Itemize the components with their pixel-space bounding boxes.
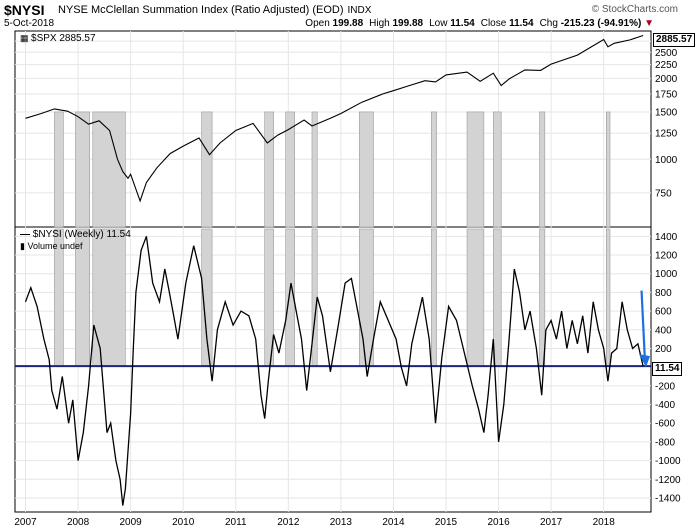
nysi-y-tick-label: -200 [655, 381, 675, 392]
nysi-y-tick-label: 1000 [655, 269, 678, 280]
chg-label: Chg [539, 18, 558, 29]
x-tick-label: 2017 [540, 517, 563, 528]
open-value: 199.88 [332, 18, 364, 29]
down-arrow-icon [640, 290, 647, 363]
high-value: 199.88 [392, 18, 424, 29]
shaded-band-spx [606, 111, 611, 228]
nysi-last-value-tag: 11.54 [652, 362, 683, 376]
spx-y-tick-label: 2000 [655, 74, 678, 85]
spx-line [25, 34, 644, 203]
shaded-band-nysi [311, 228, 318, 367]
low-value: 11.54 [450, 18, 475, 29]
shaded-band-spx [430, 111, 437, 228]
shaded-band-spx [493, 111, 502, 228]
x-tick-label: 2018 [593, 517, 616, 528]
high-label: High [369, 18, 390, 29]
shaded-band-spx [285, 111, 295, 228]
x-tick-label: 2013 [330, 517, 353, 528]
nysi-y-tick-label: 1200 [655, 251, 678, 262]
spx-y-tick-label: 2500 [655, 48, 678, 59]
spx-last-value-tag: 2885.57 [653, 33, 696, 47]
x-tick-label: 2009 [120, 517, 143, 528]
shaded-band-spx [264, 111, 274, 228]
close-value: 11.54 [509, 18, 534, 29]
shaded-band-spx [311, 111, 318, 228]
chart-header: $NYSI NYSE McClellan Summation Index (Ra… [0, 0, 700, 32]
shaded-band-spx [539, 111, 546, 228]
nysi-y-tick-label: -400 [655, 400, 675, 411]
shaded-band-spx [54, 111, 64, 228]
spx-y-tick-label: 750 [655, 188, 672, 199]
spx-y-tick-label: 2250 [655, 60, 678, 71]
shaded-band-spx [75, 111, 90, 228]
chart-title: NYSE McClellan Summation Index (Ratio Ad… [58, 4, 371, 16]
nysi-y-tick-label: -600 [655, 419, 675, 430]
down-triangle-icon: ▼ [644, 18, 654, 29]
chg-value: -215.23 (-94.91%) [560, 18, 642, 29]
shaded-band-spx [201, 111, 213, 228]
x-tick-label: 2010 [172, 517, 195, 528]
spx-legend: ▦ $SPX 2885.57 [20, 33, 96, 44]
x-tick-label: 2014 [382, 517, 405, 528]
title-text: NYSE McClellan Summation Index (Ratio Ad… [58, 4, 344, 16]
shaded-band-spx [358, 111, 374, 228]
shaded-band-spx [92, 111, 126, 228]
arrow-head-icon [639, 354, 650, 368]
nysi-legend-text: $NYSI (Weekly) 11.54 [32, 229, 131, 240]
legend-line-icon: ▦ [20, 33, 32, 43]
nysi-y-tick-label: 1400 [655, 232, 678, 243]
nysi-line [24, 236, 644, 506]
shaded-band-nysi [430, 228, 437, 367]
shaded-band-spx [466, 111, 485, 228]
exchange-label: INDX [347, 5, 372, 16]
volume-legend-text: Volume undef [27, 241, 83, 251]
nysi-y-tick-label: -1400 [655, 493, 681, 504]
x-tick-label: 2011 [225, 517, 247, 528]
nysi-y-tick-label: -800 [655, 437, 675, 448]
x-tick-label: 2015 [435, 517, 458, 528]
x-tick-label: 2012 [277, 517, 300, 528]
shaded-band-nysi [358, 228, 374, 367]
spx-legend-text: $SPX 2885.57 [31, 33, 96, 44]
symbol-label: $NYSI [4, 2, 45, 18]
legend-line-icon: — [20, 229, 33, 240]
shaded-band-nysi [466, 228, 485, 367]
low-label: Low [429, 18, 448, 29]
x-tick-label: 2016 [487, 517, 510, 528]
spx-y-tick-label: 1250 [655, 129, 678, 140]
nysi-y-tick-label: 600 [655, 307, 672, 318]
volume-bar-icon: ▮ [20, 241, 28, 251]
shaded-band-nysi [606, 228, 611, 367]
volume-legend: ▮ Volume undef [20, 241, 83, 252]
nysi-legend: — $NYSI (Weekly) 11.54 [20, 229, 131, 240]
date-label: 5-Oct-2018 [4, 18, 55, 29]
shaded-band-nysi [539, 228, 546, 367]
x-tick-label: 2007 [14, 517, 37, 528]
close-label: Close [480, 18, 507, 29]
nysi-y-tick-label: -1200 [655, 475, 681, 486]
nysi-y-tick-label: -1000 [655, 456, 681, 467]
spx-y-tick-label: 1500 [655, 107, 678, 118]
nysi-y-tick-label: 400 [655, 325, 672, 336]
shaded-band-nysi [493, 228, 502, 367]
nysi-y-tick-label: 200 [655, 344, 672, 355]
spx-y-tick-label: 1000 [655, 155, 678, 166]
open-label: Open [305, 18, 330, 29]
ohlc-readout: Open 199.88 High 199.88 Low 11.54 Close 11.… [305, 18, 654, 29]
shaded-band-nysi [92, 228, 126, 367]
x-tick-label: 2008 [67, 517, 90, 528]
watermark[interactable]: © StockCharts.com [591, 4, 678, 15]
nysi-y-tick-label: 800 [655, 288, 672, 299]
spx-y-tick-label: 1750 [655, 89, 678, 100]
